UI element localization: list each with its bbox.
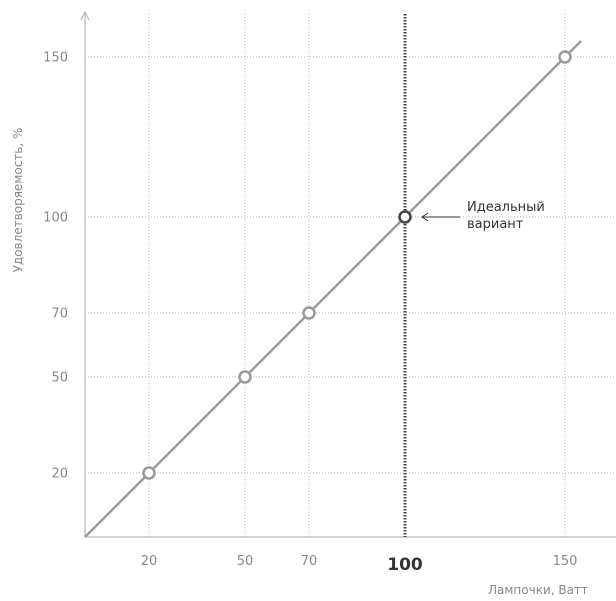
y-tick-label-100: 100: [43, 211, 68, 226]
axes: [80, 10, 616, 538]
x-tick-label-70: 70: [301, 554, 318, 569]
x-tick-label-20: 20: [141, 554, 158, 569]
series-layer: [84, 40, 582, 538]
y-axis-label: Удовлетворяемость, %: [11, 128, 25, 273]
series-line: [84, 40, 582, 538]
y-tick-label-50: 50: [51, 371, 68, 386]
y-tick-label-70: 70: [51, 307, 68, 322]
y-tick-label-150: 150: [43, 51, 68, 66]
x-tick-label-50: 50: [237, 554, 254, 569]
tick-labels: 20 50 70 100 150 20 50 70 100 150: [43, 51, 577, 576]
annotation-label-line2: вариант: [467, 217, 524, 232]
x-axis-label: Лампочки, Ватт: [488, 583, 588, 597]
annotation-label-line1: Идеальный: [467, 200, 545, 215]
data-point-70: [302, 306, 316, 320]
data-point-50: [238, 370, 252, 384]
y-axis-arrow: [80, 10, 90, 21]
data-point-100: [398, 210, 412, 224]
annotation: Идеальный вариант: [421, 200, 545, 232]
annotation-arrow-head: [421, 212, 429, 222]
x-tick-label-150: 150: [553, 554, 578, 569]
data-point-150: [558, 50, 572, 64]
grid: [85, 14, 616, 537]
x-tick-label-100: 100: [387, 555, 423, 575]
y-tick-label-20: 20: [51, 467, 68, 482]
data-point-20: [142, 466, 156, 480]
